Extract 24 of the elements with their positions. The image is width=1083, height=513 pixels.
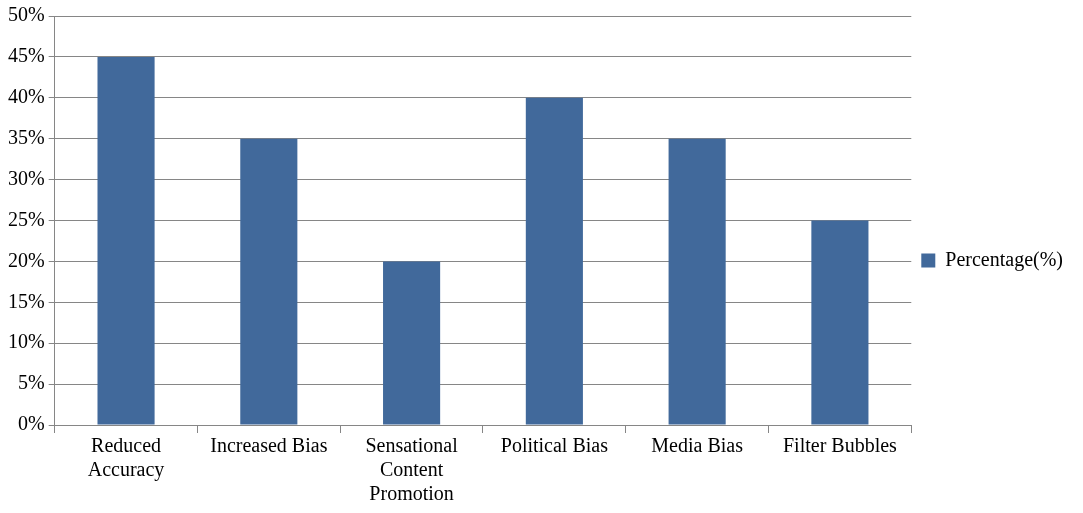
- bar: [811, 220, 869, 425]
- y-tick-label: 30%: [7, 166, 45, 189]
- bar: [668, 138, 726, 425]
- legend-label: Percentage(%): [945, 247, 1064, 271]
- y-tick-label: 10%: [7, 330, 45, 353]
- bar: [383, 261, 441, 425]
- y-tick-label: 40%: [7, 85, 45, 108]
- y-tick-label: 0%: [17, 412, 45, 435]
- x-tick-label: Media Bias: [651, 434, 744, 457]
- x-tick-label: Reduced Accuracy: [87, 434, 165, 482]
- x-tick-label: Filter Bubbles: [782, 434, 898, 457]
- y-tick-label: 45%: [7, 44, 45, 67]
- y-tick-label: 15%: [7, 289, 45, 312]
- y-tick-label: 20%: [7, 248, 45, 271]
- bar: [97, 56, 155, 425]
- x-tick-label: Political Bias: [500, 434, 609, 457]
- x-tick-label: Sensational Content Promotion: [365, 434, 459, 505]
- bar: [240, 138, 298, 425]
- y-tick-label: 25%: [7, 207, 45, 230]
- y-tick-label: 50%: [7, 3, 45, 26]
- y-tick-label: 5%: [17, 371, 45, 394]
- bar: [525, 97, 583, 425]
- y-tick-label: 35%: [7, 125, 45, 148]
- x-tick-label: Increased Bias: [210, 434, 328, 457]
